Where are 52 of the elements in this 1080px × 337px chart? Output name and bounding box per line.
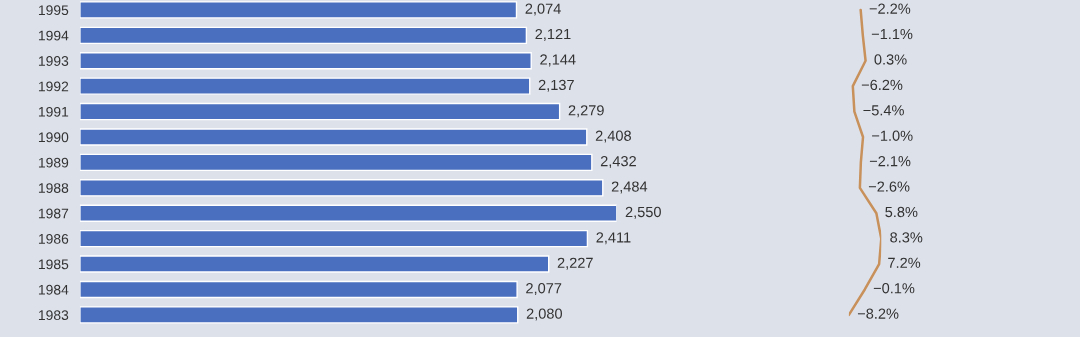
data-label: 2,408 xyxy=(595,130,631,143)
data-label: 2,137 xyxy=(538,79,574,92)
bar xyxy=(79,255,550,273)
y-tick-label: 1994 xyxy=(38,30,69,41)
bar xyxy=(79,229,589,248)
y-tick-label: 1988 xyxy=(38,183,69,193)
bar xyxy=(79,128,588,146)
y-tick-label: 1983 xyxy=(38,310,69,321)
data-label: 2,074 xyxy=(525,3,561,16)
bar xyxy=(79,280,518,299)
y-tick-label: 1990 xyxy=(38,132,69,143)
data-label: −1.1% xyxy=(871,28,913,40)
data-label: 2,550 xyxy=(625,206,661,219)
data-label: 2,279 xyxy=(568,105,604,118)
data-label: 8.3% xyxy=(890,232,923,243)
bar xyxy=(79,204,617,222)
data-label: 2,484 xyxy=(611,181,648,194)
y-tick-label: 1992 xyxy=(38,81,69,92)
y-tick-label: 1986 xyxy=(38,233,69,244)
data-label: 5.8% xyxy=(885,206,918,218)
bar xyxy=(79,179,604,197)
data-label: 7.2% xyxy=(888,257,921,268)
y-tick-label: 1984 xyxy=(38,284,69,295)
data-label: 2,432 xyxy=(600,155,636,169)
bar xyxy=(79,77,531,95)
data-label: 2,144 xyxy=(540,54,576,67)
data-label: 2,411 xyxy=(596,232,631,245)
y-tick-label: 1993 xyxy=(38,56,69,66)
bar xyxy=(79,306,519,324)
data-label: −6.2% xyxy=(861,79,903,91)
bar xyxy=(79,102,561,121)
data-label: −2.1% xyxy=(869,155,911,167)
bar xyxy=(79,153,593,172)
data-label: −2.6% xyxy=(868,181,910,192)
data-label: −8.2% xyxy=(857,308,899,319)
data-label: 2,080 xyxy=(526,308,562,321)
data-label: 2,121 xyxy=(535,28,571,41)
data-label: −5.4% xyxy=(863,105,904,116)
y-tick-label: 1987 xyxy=(38,208,69,219)
bar xyxy=(79,52,532,70)
data-label: 2,227 xyxy=(557,257,593,270)
y-tick-label: 1989 xyxy=(38,157,69,168)
data-label: 0.3% xyxy=(874,54,907,65)
bar xyxy=(79,1,518,19)
y-tick-label: 1985 xyxy=(38,259,69,270)
y-tick-label: 1995 xyxy=(38,5,69,16)
data-label: 2,077 xyxy=(526,283,562,296)
y-tick-label: 1991 xyxy=(38,106,69,117)
data-label: −0.1% xyxy=(873,283,915,294)
data-label: −2.2% xyxy=(869,3,911,14)
data-label: −1.0% xyxy=(872,130,913,141)
bar xyxy=(79,26,528,45)
